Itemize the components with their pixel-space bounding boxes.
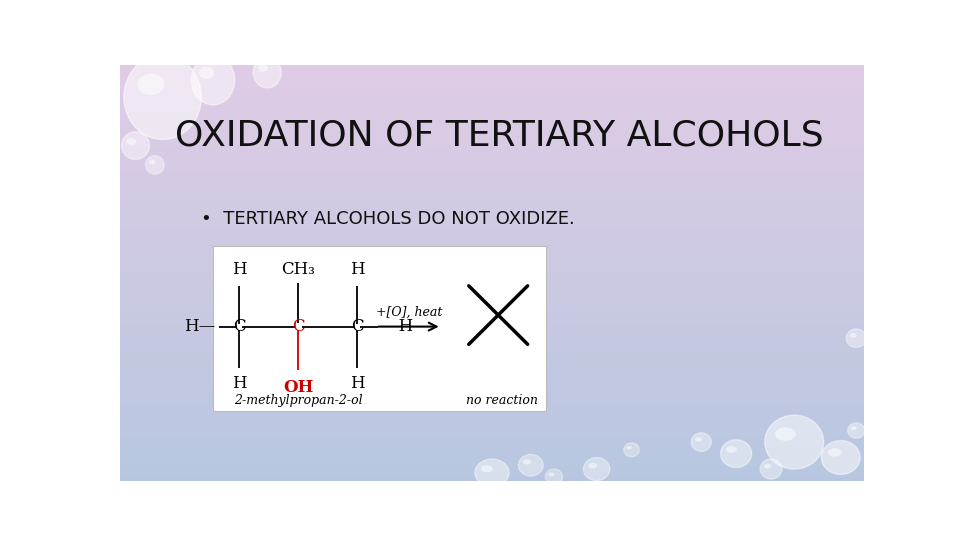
Text: OH: OH xyxy=(283,379,313,396)
Text: C: C xyxy=(233,318,246,335)
Ellipse shape xyxy=(481,465,492,472)
Ellipse shape xyxy=(721,440,752,468)
Ellipse shape xyxy=(149,160,156,165)
Ellipse shape xyxy=(850,333,856,338)
Text: no reaction: no reaction xyxy=(467,394,538,407)
Ellipse shape xyxy=(124,55,202,139)
Text: OXIDATION OF TERTIARY ALCOHOLS: OXIDATION OF TERTIARY ALCOHOLS xyxy=(176,119,824,153)
Text: H: H xyxy=(349,375,365,392)
Ellipse shape xyxy=(775,427,796,441)
Text: +[O], heat: +[O], heat xyxy=(375,306,442,319)
Ellipse shape xyxy=(548,472,555,476)
Ellipse shape xyxy=(765,415,824,469)
Ellipse shape xyxy=(624,443,639,457)
Ellipse shape xyxy=(848,423,865,438)
Ellipse shape xyxy=(828,448,842,457)
Ellipse shape xyxy=(127,138,136,145)
Text: CH₃: CH₃ xyxy=(281,261,315,278)
Ellipse shape xyxy=(475,459,509,487)
Ellipse shape xyxy=(726,446,737,453)
Ellipse shape xyxy=(146,156,164,174)
Ellipse shape xyxy=(584,457,610,481)
Ellipse shape xyxy=(760,459,781,479)
Text: C: C xyxy=(350,318,364,335)
Ellipse shape xyxy=(518,455,543,476)
Ellipse shape xyxy=(122,132,150,159)
Bar xyxy=(213,246,546,411)
Ellipse shape xyxy=(846,329,866,347)
Ellipse shape xyxy=(851,426,856,430)
Ellipse shape xyxy=(137,74,164,95)
Ellipse shape xyxy=(253,57,281,88)
Text: 2-methylpropan-2-ol: 2-methylpropan-2-ol xyxy=(234,394,363,407)
Text: —H: —H xyxy=(382,318,414,335)
Ellipse shape xyxy=(522,460,532,464)
Ellipse shape xyxy=(822,441,860,475)
Ellipse shape xyxy=(258,64,268,72)
Text: H: H xyxy=(349,261,365,278)
Ellipse shape xyxy=(199,66,214,79)
Text: H—: H— xyxy=(184,318,216,335)
Text: H: H xyxy=(232,375,247,392)
Ellipse shape xyxy=(695,437,702,442)
Ellipse shape xyxy=(191,56,234,105)
Ellipse shape xyxy=(545,469,563,484)
Text: •  TERTIARY ALCOHOLS DO NOT OXIDIZE.: • TERTIARY ALCOHOLS DO NOT OXIDIZE. xyxy=(202,210,575,228)
Ellipse shape xyxy=(588,463,597,469)
Text: C: C xyxy=(292,318,304,335)
Ellipse shape xyxy=(627,446,632,449)
Text: H: H xyxy=(232,261,247,278)
Ellipse shape xyxy=(764,463,772,469)
Ellipse shape xyxy=(691,433,711,451)
